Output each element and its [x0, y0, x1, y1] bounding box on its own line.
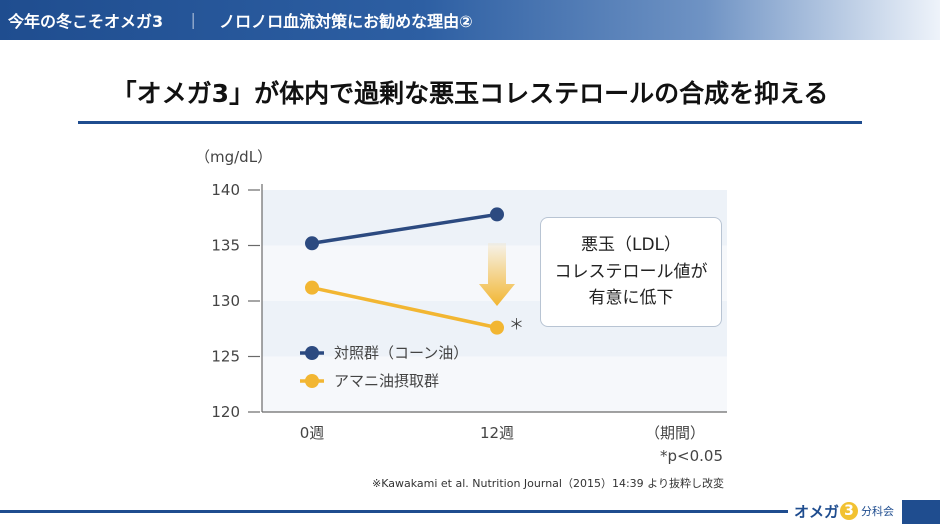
result-callout: 悪玉（LDL） コレステロール値が 有意に低下 — [540, 217, 722, 327]
legend-label: アマニ油摂取群 — [334, 372, 439, 390]
series-line — [311, 212, 498, 246]
data-point — [490, 207, 504, 222]
header-right-text: ノロノロ血流対策にお勧めな理由② — [219, 12, 473, 31]
plot-band — [262, 356, 727, 412]
y-tick-label: 140 — [211, 181, 240, 199]
data-point — [305, 236, 319, 251]
x-axis-labels: 0週 12週 — [300, 424, 514, 442]
y-tick-label: 120 — [211, 403, 240, 421]
header-bar: 今年の冬こそオメガ3 ｜ ノロノロ血流対策にお勧めな理由② — [0, 0, 940, 40]
footer-block — [902, 500, 940, 524]
footer-line — [0, 510, 900, 513]
significance-note: *p<0.05 — [660, 447, 723, 465]
chart-legend: 対照群（コーン油） アマニ油摂取群 — [300, 344, 468, 390]
series-line — [311, 285, 498, 330]
y-tick-label: 130 — [211, 292, 240, 310]
brand-name: オメガ — [794, 502, 840, 521]
brand-number-badge: 3 — [840, 502, 859, 520]
slide-title: 「オメガ3」が体内で過剰な悪玉コレステロールの合成を抑える — [111, 79, 829, 108]
brand-logo: オメガ 3 分科会 — [788, 498, 901, 524]
header-left-text: 今年の冬こそオメガ3 — [8, 12, 164, 31]
brand-subtitle: 分科会 — [861, 505, 895, 518]
x-unit-label: （期間） — [645, 424, 705, 442]
header-separator: ｜ — [185, 12, 202, 31]
x-tick-label: 12週 — [480, 424, 514, 442]
series-layer — [305, 207, 504, 335]
data-point — [490, 320, 504, 335]
legend-swatch-dot — [305, 374, 319, 388]
data-point — [305, 280, 319, 295]
y-unit-label: （mg/dL） — [195, 148, 272, 166]
legend-swatch-dot — [305, 346, 319, 360]
y-tick-label: 135 — [211, 237, 240, 255]
y-tick-label: 125 — [211, 348, 240, 366]
source-note: ※Kawakami et al. Nutrition Journal（2015）… — [372, 477, 724, 490]
significance-marker: ＊ — [509, 316, 524, 334]
decrease-arrow-icon — [479, 243, 515, 306]
legend-label: 対照群（コーン油） — [334, 344, 468, 362]
arrow-shape — [479, 243, 515, 306]
x-tick-label: 0週 — [300, 424, 325, 442]
title-divider — [78, 121, 862, 124]
y-axis-ticks: 140 135 130 125 120 — [211, 181, 260, 421]
